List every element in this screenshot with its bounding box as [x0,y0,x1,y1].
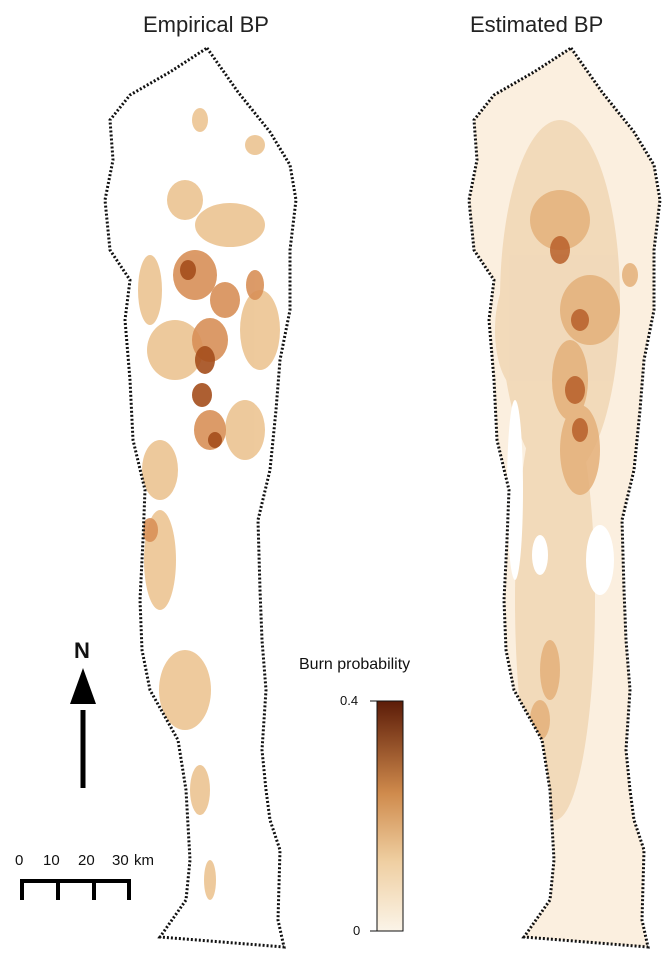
scale-label-20: 20 [78,852,95,869]
map-title-estimated: Estimated BP [470,12,604,37]
legend-title: Burn probability [299,656,411,673]
estimated-boundary [467,45,662,949]
map-title-empirical: Empirical BP [143,12,269,37]
empirical-boundary [103,45,298,949]
north-arrow-icon [70,668,96,788]
legend-min-label: 0 [353,923,361,938]
legend-colorbar [370,700,404,932]
scale-unit: km [134,852,154,869]
scale-label-10: 10 [43,852,60,869]
north-label: N [74,638,90,663]
scale-label-0: 0 [15,852,24,869]
legend-max-label: 0.4 [340,693,359,708]
scale-bar [20,879,131,900]
scale-label-30: 30 [112,852,129,869]
